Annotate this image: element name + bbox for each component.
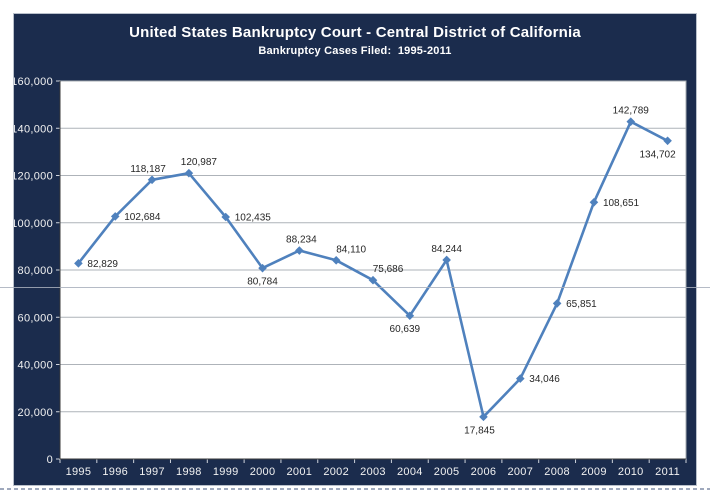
page-break-line-bottom [0, 488, 710, 490]
x-axis-label: 2004 [397, 466, 423, 478]
x-axis-label: 2001 [287, 466, 313, 478]
data-point-1999 [221, 212, 231, 222]
page-break-line-horizontal [0, 287, 710, 288]
data-point-2006 [479, 412, 488, 422]
x-axis-label: 2007 [507, 466, 533, 478]
data-label-2005: 84,244 [431, 244, 462, 255]
data-point-2000 [258, 263, 267, 273]
x-axis-label: 1996 [102, 466, 128, 478]
x-axis-label: 1995 [66, 466, 92, 478]
data-point-2002 [331, 255, 341, 265]
data-point-1996 [110, 212, 120, 221]
x-axis-label: 2009 [581, 466, 607, 478]
data-label-2000: 80,784 [247, 277, 278, 288]
y-axis-label: 160,000 [14, 76, 53, 88]
y-axis-label: 40,000 [18, 360, 53, 372]
chart-container: United States Bankruptcy Court - Central… [13, 13, 697, 486]
y-axis-label: 120,000 [14, 171, 53, 183]
data-label-2010: 142,789 [613, 106, 650, 117]
data-label-1999: 102,435 [235, 212, 272, 223]
data-point-2001 [295, 246, 304, 255]
data-point-2004 [405, 311, 415, 321]
x-axis-label: 2010 [618, 466, 644, 478]
x-axis-label: 1998 [176, 466, 202, 478]
x-axis-label: 2011 [655, 466, 680, 478]
data-label-2007: 34,046 [529, 374, 560, 385]
data-point-2008 [552, 299, 562, 308]
data-label-1996: 102,684 [124, 212, 161, 223]
x-axis-label: 2002 [323, 466, 349, 478]
chart-title: United States Bankruptcy Court - Central… [129, 24, 581, 41]
data-point-1998 [184, 168, 194, 178]
x-axis-label: 2003 [360, 466, 386, 478]
data-label-2001: 88,234 [286, 235, 317, 246]
y-axis-label: 100,000 [14, 218, 53, 230]
x-axis-label: 2005 [434, 466, 460, 478]
data-point-2003 [368, 275, 378, 285]
x-axis-label: 2008 [544, 466, 570, 478]
x-axis-label: 2006 [471, 466, 497, 478]
x-axis-label: 1997 [139, 466, 165, 478]
data-point-1997 [147, 175, 157, 185]
plot-svg: 0 20,000 40,000 60,000 80,000 100,000 120,000 1… [14, 76, 687, 478]
data-point-2009 [589, 198, 599, 207]
y-axis-label: 60,000 [18, 312, 53, 324]
chart-subtitle: Bankruptcy Cases Filed: 1995-2011 [258, 45, 452, 57]
y-axis-label: 20,000 [18, 407, 53, 419]
data-point-2005 [442, 255, 451, 265]
data-label-1997: 118,187 [130, 164, 166, 175]
x-axis-label: 2000 [250, 466, 276, 478]
x-axis-label: 1999 [213, 466, 239, 478]
data-point-2007 [515, 374, 525, 383]
data-label-1998: 120,987 [181, 157, 218, 168]
data-point-1995 [74, 259, 83, 268]
data-label-1995: 82,829 [87, 259, 118, 270]
data-label-2004: 60,639 [390, 324, 421, 335]
y-axis-label: 0 [47, 454, 53, 466]
data-label-2003: 75,686 [373, 264, 404, 275]
data-label-2011: 134,702 [640, 149, 677, 160]
data-label-2008: 65,851 [566, 299, 597, 310]
data-label-2006: 17,845 [464, 425, 495, 436]
y-axis-label: 140,000 [14, 123, 53, 135]
data-point-2010 [626, 117, 636, 126]
data-label-2002: 84,110 [336, 244, 366, 255]
y-axis-label: 80,000 [18, 265, 53, 277]
data-label-2009: 108,651 [603, 198, 640, 209]
